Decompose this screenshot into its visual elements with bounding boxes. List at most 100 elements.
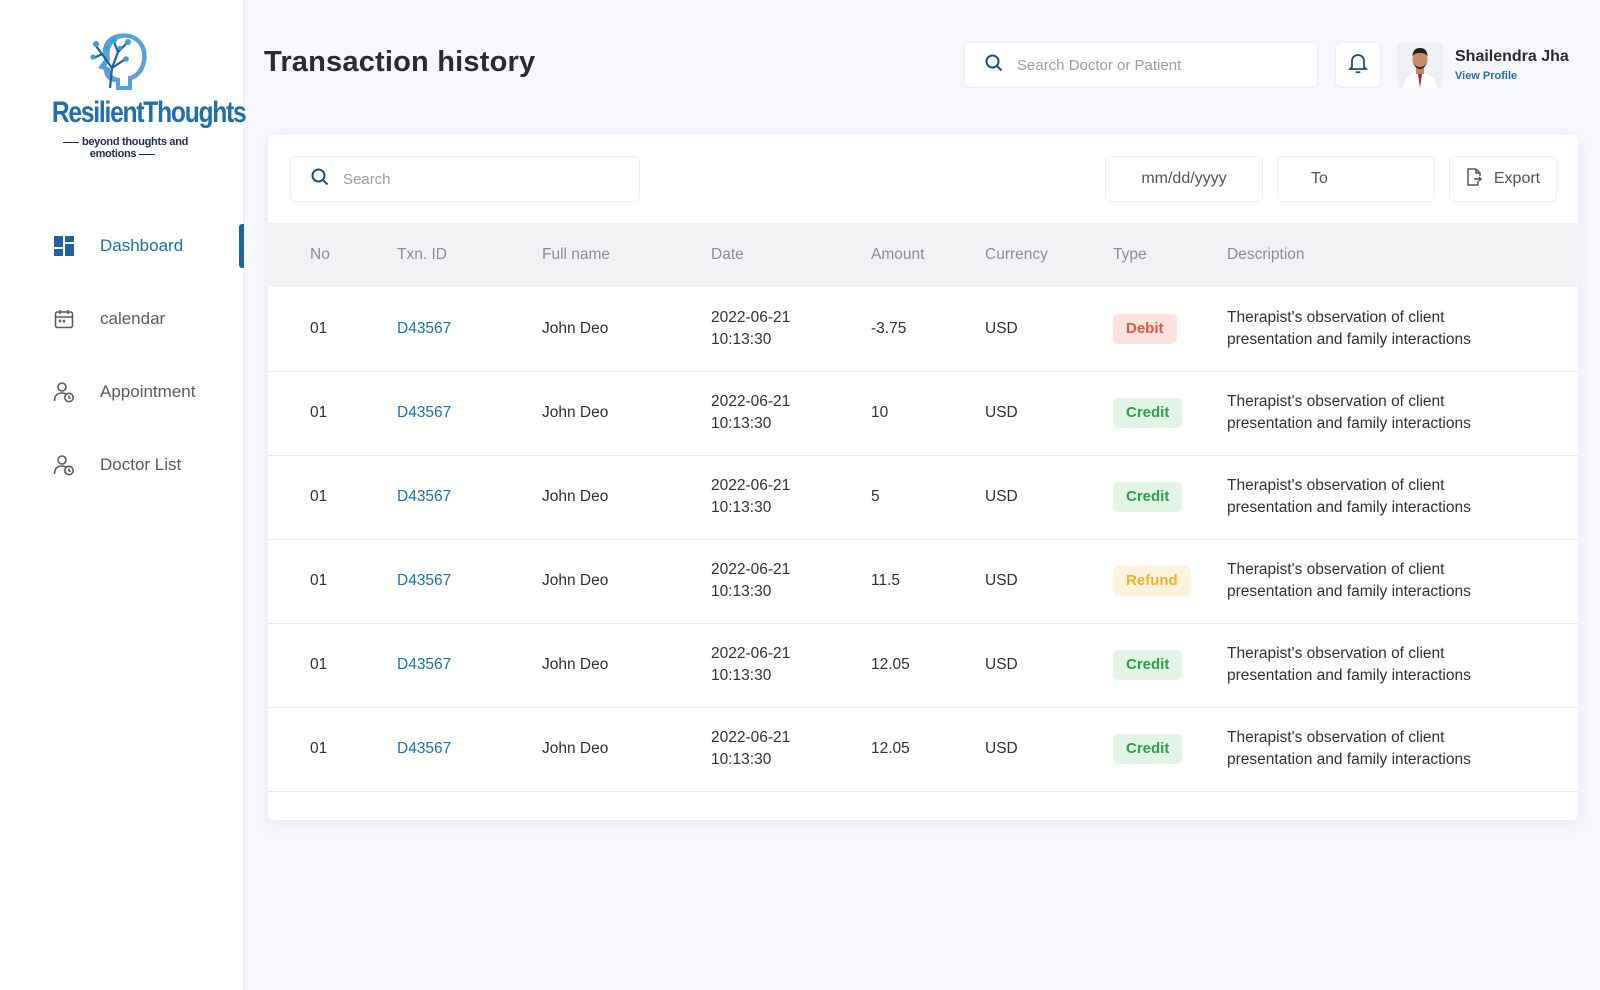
export-label: Export [1493,170,1541,187]
cell-full-name: John Deo [542,319,609,337]
date-to-field[interactable]: To [1277,156,1435,202]
date-value: 2022-06-21 [711,477,791,494]
sidebar: ResilientThoughts beyond thoughts and em… [0,0,247,990]
sidebar-item-label: Appointment [100,382,196,401]
cell-no: 01 [310,656,328,673]
sidebar-item-dashboard[interactable]: Dashboard [0,222,244,270]
status-badge: Credit [1113,650,1183,680]
table-row[interactable]: 01 D43567 John Deo 2022-06-21 10:13:30 12… [268,623,1578,707]
sidebar-item-label: Doctor List [100,455,182,474]
view-profile-link[interactable]: View Profile [1455,70,1518,82]
page-title: Transaction history [264,46,536,78]
txn-id-link[interactable]: D43567 [397,488,452,505]
table-header: No Txn. ID Full name Date Amount Currenc… [268,223,1578,287]
txn-id-link[interactable]: D43567 [397,572,452,589]
cell-date: 2022-06-21 10:13:30 [669,371,829,455]
cell-date: 2022-06-21 10:13:30 [669,539,829,623]
cell-type: Credit [1071,371,1185,455]
date-value: 2022-06-21 [711,561,791,578]
table-row[interactable]: 01 D43567 John Deo 2022-06-21 10:13:30 12… [268,707,1578,791]
cell-currency: USD [985,488,1018,505]
cell-description: Therapist's observation of client present… [1185,707,1578,791]
cell-no: 01 [310,488,328,505]
brain-tree-logo-icon [90,33,147,90]
column-header-description: Description [1227,246,1305,263]
date-value: 2022-06-21 [711,645,791,662]
global-search-input[interactable] [1017,56,1297,74]
cell-date: 2022-06-21 10:13:30 [669,455,829,539]
txn-id-link[interactable]: D43567 [397,740,452,757]
cell-description: Therapist's observation of client present… [1185,371,1578,455]
cell-date: 2022-06-21 10:13:30 [669,707,829,791]
user-clock-icon [52,380,76,404]
search-icon [985,54,1003,77]
description-line: Therapist's observation of client [1227,393,1445,410]
cell-amount: 10 [871,404,889,421]
description-line: presentation and family interactions [1227,415,1471,432]
cell-currency: USD [985,404,1018,421]
txn-id-link[interactable]: D43567 [397,656,452,673]
cell-full-name: John Deo [542,656,609,673]
transactions-table: No Txn. ID Full name Date Amount Currenc… [268,223,1578,792]
sidebar-item-appointment[interactable]: Appointment [0,368,244,416]
date-value: 2022-06-21 [711,729,791,746]
table-row[interactable]: 01 D43567 John Deo 2022-06-21 10:13:30 5 … [268,455,1578,539]
cell-full-name: John Deo [542,488,609,505]
global-search[interactable] [964,42,1318,88]
export-button[interactable]: Export [1449,156,1557,202]
cell-amount: -3.75 [871,319,907,337]
description-line: presentation and family interactions [1227,751,1471,768]
sidebar-item-doctor-list[interactable]: Doctor List [0,441,244,489]
cell-no: 01 [310,572,328,589]
cell-amount: 11.5 [871,572,901,589]
description-line: Therapist's observation of client [1227,561,1445,578]
cell-currency: USD [985,740,1018,757]
cell-currency: USD [985,656,1018,673]
time-value: 10:13:30 [711,415,772,432]
txn-id-link[interactable]: D43567 [397,404,452,421]
dashboard-grid-icon [52,234,76,258]
cell-full-name: John Deo [542,572,609,589]
cell-amount: 5 [871,488,880,505]
brand-name: ResilientThoughts [51,96,247,129]
description-line: presentation and family interactions [1227,583,1471,600]
table-search-input[interactable] [343,170,623,188]
date-value: 2022-06-21 [711,393,791,410]
time-value: 10:13:30 [711,751,772,768]
description-line: presentation and family interactions [1227,667,1471,684]
sidebar-item-calendar[interactable]: calendar [0,295,244,343]
table-row[interactable]: 01 D43567 John Deo 2022-06-21 10:13:30 11… [268,539,1578,623]
profile-name: Shailendra Jha [1455,48,1569,65]
column-header-currency: Currency [985,246,1048,263]
export-file-icon [1466,167,1482,191]
description-line: Therapist's observation of client [1227,477,1445,494]
date-value: 2022-06-21 [711,308,791,326]
cell-description: Therapist's observation of client present… [1185,539,1578,623]
cell-amount: 12.05 [871,740,910,757]
status-badge: Refund [1113,566,1191,596]
cell-full-name: John Deo [542,740,609,757]
column-header-full-name: Full name [542,246,611,263]
user-clock-icon [52,453,76,477]
cell-currency: USD [985,319,1018,337]
table-row[interactable]: 01 D43567 John Deo 2022-06-21 10:13:30 10… [268,371,1578,455]
cell-description: Therapist's observation of client present… [1185,287,1578,371]
status-badge: Credit [1113,482,1183,512]
column-header-amount: Amount [871,246,925,263]
table-toolbar: mm/dd/yyyy To Export [268,135,1578,223]
notifications-button[interactable] [1335,42,1381,88]
table-search[interactable] [290,156,640,202]
brand-logo[interactable]: ResilientThoughts beyond thoughts and em… [36,28,247,160]
cell-type: Refund [1071,539,1191,623]
table-row[interactable]: 01 D43567 John Deo 2022-06-21 10:13:30 -3… [268,287,1578,371]
avatar[interactable] [1397,42,1443,88]
date-from-field[interactable]: mm/dd/yyyy [1105,156,1263,202]
sidebar-item-label: calendar [100,309,166,328]
txn-id-link[interactable]: D43567 [397,319,452,337]
cell-description: Therapist's observation of client present… [1185,455,1578,539]
cell-type: Credit [1071,623,1185,707]
description-line: Therapist's observation of client [1227,729,1445,746]
cell-full-name: John Deo [542,404,609,421]
search-icon [311,168,329,191]
table-body: 01 D43567 John Deo 2022-06-21 10:13:30 -3… [268,287,1578,791]
